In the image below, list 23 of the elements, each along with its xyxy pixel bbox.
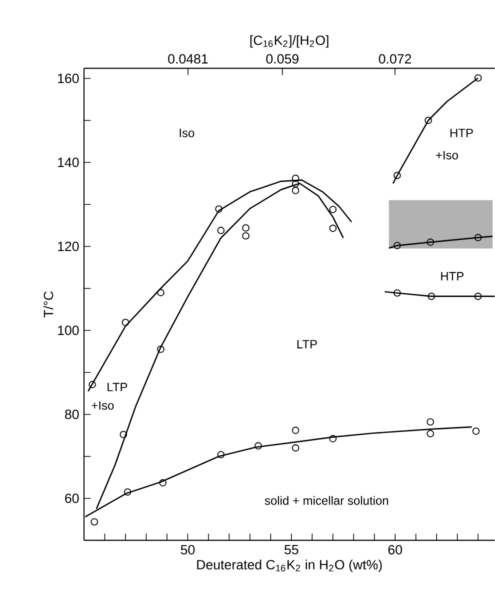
annotation: +Iso	[92, 401, 114, 410]
y-tick-label: 100	[58, 326, 79, 336]
x2-tick-label: 0.072	[378, 54, 412, 64]
annotation: HTP	[450, 128, 473, 138]
annotation: solid + micellar solution	[264, 496, 388, 505]
annotation: LTP	[108, 382, 128, 392]
x2-axis-title: [C$_{16}$K$_{2}$]/[H$_{2}$O]	[250, 35, 328, 48]
x-axis-title: Deuterated C$_{16}$K$_{2}$ in H$_{2}$O (wt%)	[197, 560, 382, 572]
y-tick-label: 120	[58, 242, 79, 252]
y-tick-label: 80	[65, 410, 79, 420]
annotation: LTP	[297, 340, 317, 348]
x-tick-label: 50	[180, 545, 195, 554]
y-tick-label: 140	[58, 158, 79, 168]
y-tick-label: 60	[65, 494, 79, 504]
x-tick-label: 55	[284, 545, 298, 554]
x-tick-label: 60	[388, 545, 402, 554]
x2-tick-label: 0.0481	[168, 54, 208, 64]
y-tick-label: 160	[58, 74, 79, 84]
annotation: +Iso	[436, 151, 458, 160]
annotation: HTP	[441, 272, 464, 280]
annotation: Iso	[180, 128, 194, 138]
y-axis-title: T/°C	[43, 291, 54, 318]
x2-tick-label: 0.059	[266, 54, 298, 64]
